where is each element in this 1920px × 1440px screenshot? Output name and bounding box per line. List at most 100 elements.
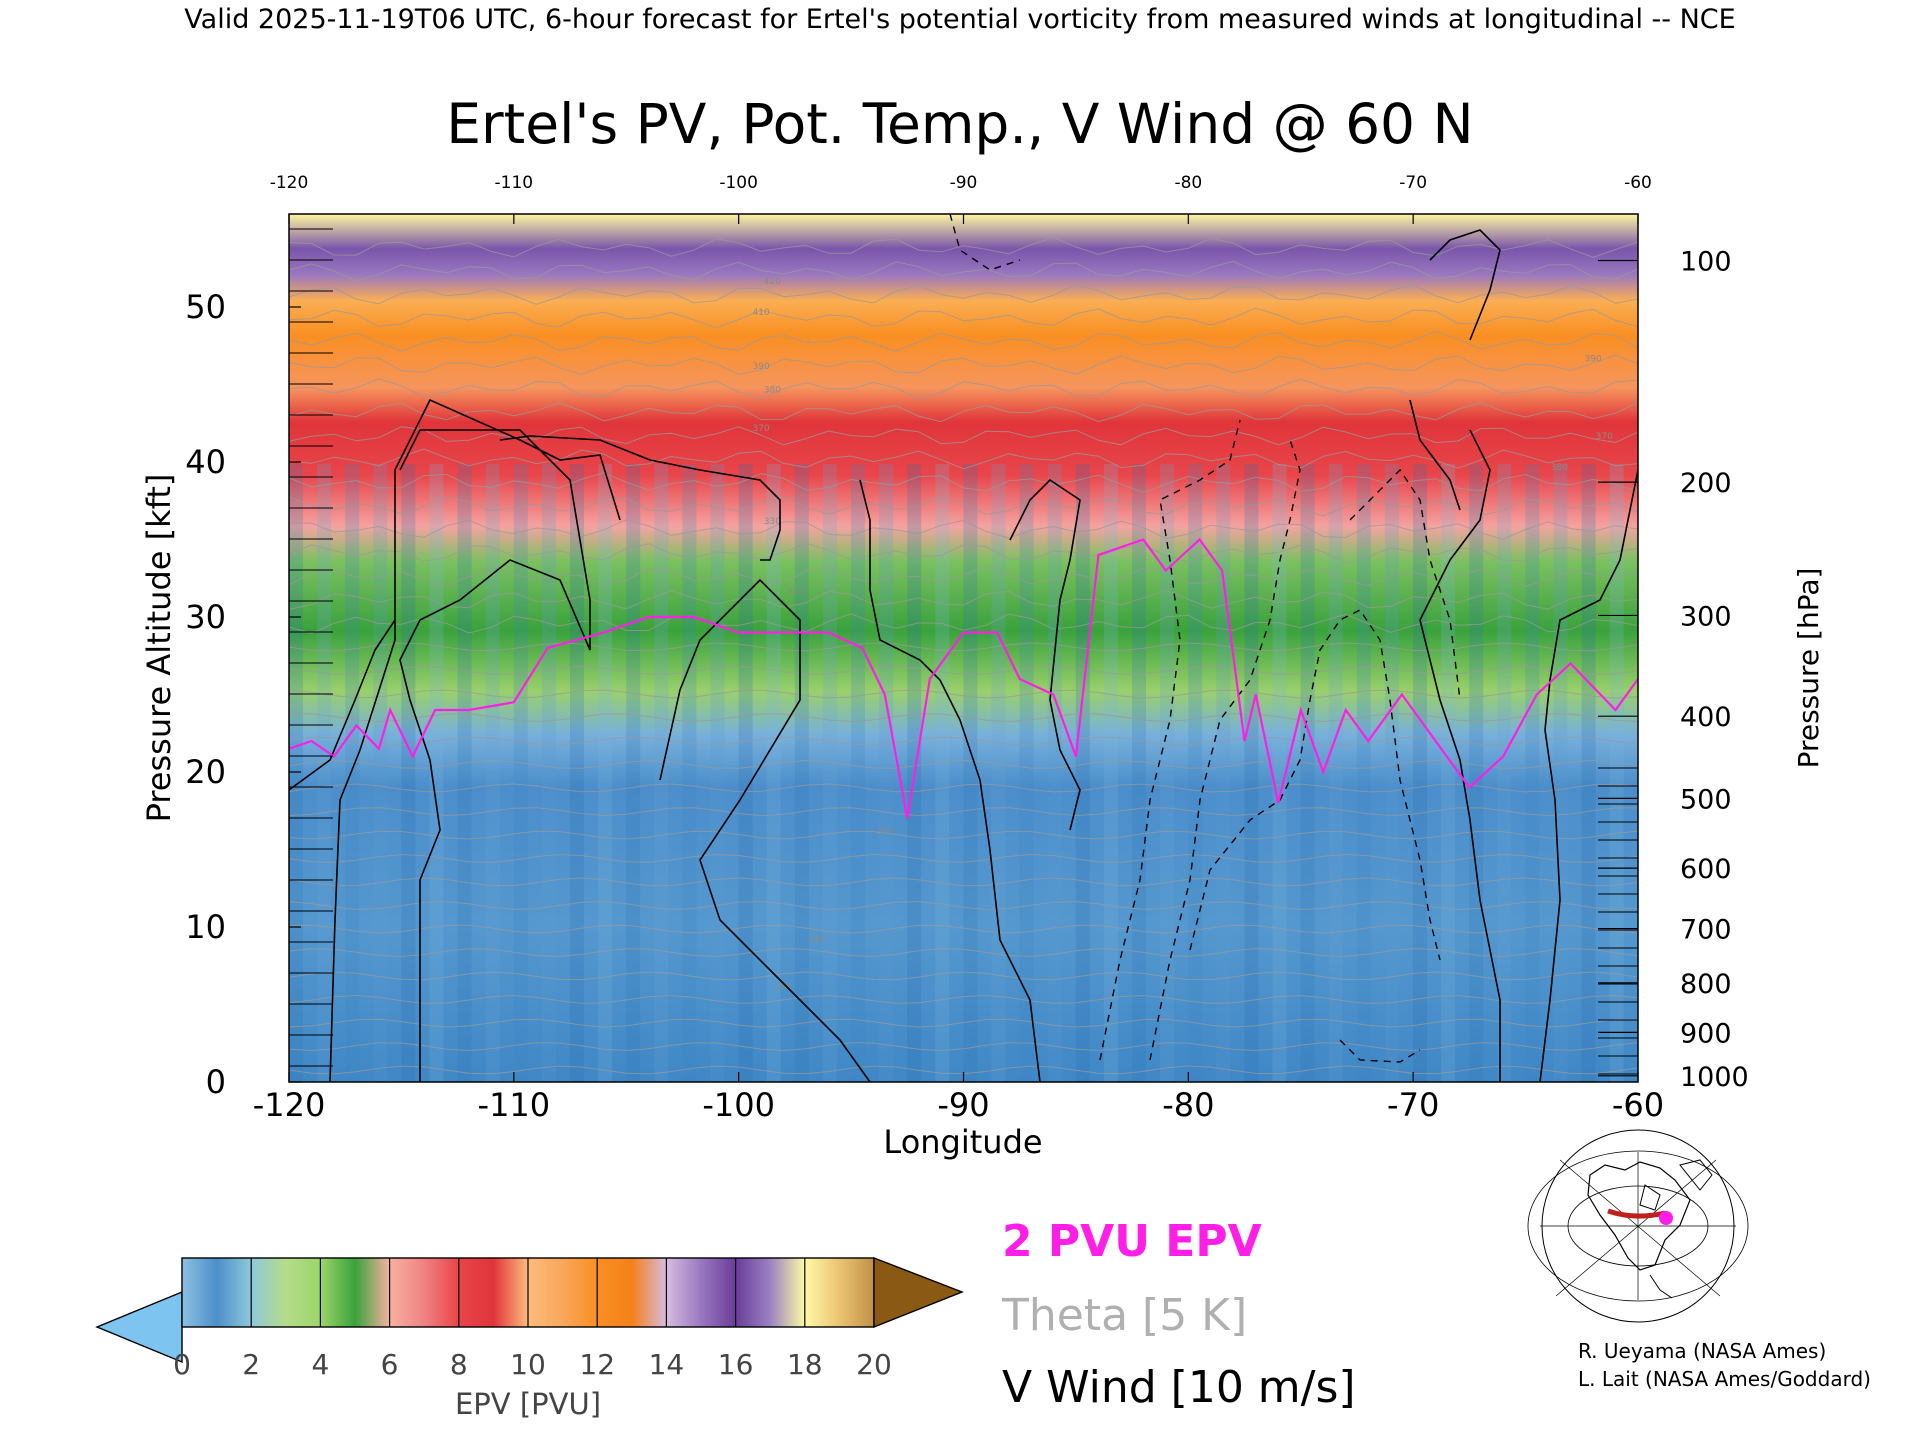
pv-streak [1384, 464, 1399, 1082]
v-wind-contour-dashed [1339, 1039, 1421, 1063]
theta-contour-line [289, 589, 1638, 610]
pv-streak [991, 464, 1006, 1082]
theta-contour-line [289, 1042, 1638, 1052]
pv-streak [401, 464, 416, 1082]
legend-vwind: V Wind [10 m/s] [1002, 1362, 1356, 1413]
pv-streak [598, 464, 613, 1082]
v-wind-contour-solid [1539, 469, 1638, 1082]
top-tick-label: -110 [495, 173, 534, 193]
theta-contour-label: 410 [753, 308, 770, 318]
map-coastline [1679, 1159, 1713, 1191]
pv-streak [1244, 464, 1259, 1082]
x-tick-label: -70 [1387, 1086, 1439, 1124]
map-coastline [1649, 1274, 1673, 1299]
pressure-tick-label: 300 [1680, 601, 1732, 632]
map-meridian [1559, 1159, 1721, 1297]
pv-streak [457, 464, 472, 1082]
x-tick-label: -120 [253, 1086, 326, 1124]
colorbar-tick-label: 2 [242, 1348, 260, 1381]
credit-line-2: L. Lait (NASA Ames/Goddard) [1578, 1367, 1871, 1391]
colorbar-tick-label: 8 [450, 1348, 468, 1381]
theta-contour-label: 330 [764, 517, 781, 527]
y-tick-label: 30 [185, 598, 226, 636]
x-axis-label: Longitude [883, 1123, 1042, 1161]
v-wind-contour-dashed [949, 214, 1021, 271]
pressure-tick-label: 700 [1680, 915, 1732, 946]
pv-streak [682, 464, 697, 1082]
colorbar-tick-label: 20 [856, 1348, 892, 1381]
x-tick-label: -80 [1162, 1086, 1214, 1124]
x-tick-label: -110 [478, 1086, 551, 1124]
y-axis-label: Pressure Altitude [kft] [140, 474, 178, 823]
v-wind-contour-solid [399, 429, 591, 1082]
v-wind-contour-solid [289, 619, 396, 791]
location-map [1527, 1129, 1749, 1323]
pressure-tick-label: 900 [1680, 1018, 1732, 1049]
top-tick-label: -80 [1174, 173, 1202, 193]
theta-contour-line [289, 495, 1638, 517]
pressure-tick-label: 400 [1680, 702, 1732, 733]
theta-contour-line [289, 807, 1638, 817]
pv-streak [1469, 464, 1484, 1082]
v-wind-contour-solid [499, 435, 781, 561]
theta-contour-line [289, 853, 1638, 863]
top-tick-label: -90 [950, 173, 978, 193]
pressure-tick-label: 600 [1680, 854, 1732, 885]
v-wind-contour-solid [1429, 229, 1501, 341]
pv-streak [1356, 464, 1371, 1082]
colorbar: 0 2 4 6 8 10 12 14 16 18 20 EPV [PVU] [95, 1256, 964, 1421]
map-location-dot [1659, 1211, 1673, 1225]
map-latitude-circle [1527, 1150, 1749, 1302]
v-wind-contour-solid [1419, 429, 1501, 1082]
y-tick-label: 40 [185, 443, 226, 481]
v-wind-contour-dashed [1349, 468, 1461, 701]
legend-theta: Theta [5 K] [1001, 1290, 1247, 1341]
theta-contour-line [289, 448, 1638, 470]
v-wind-contour-solid [659, 578, 871, 1082]
colorbar-under-triangle [95, 1290, 183, 1364]
theta-contour-line [289, 783, 1638, 793]
y-tick-label: 20 [185, 753, 226, 791]
pv-streak [317, 464, 332, 1082]
pv-streak [1103, 464, 1118, 1082]
pressure-tick-label: 200 [1680, 468, 1732, 499]
y-tick-label: 50 [185, 288, 226, 326]
pv-streak [373, 464, 388, 1082]
theta-contour-line [289, 566, 1638, 587]
pv-streak [570, 464, 584, 1082]
pv-streak [485, 464, 500, 1082]
theta-contour-label: 390 [753, 362, 770, 372]
colorbar-tick-label: 6 [381, 1348, 399, 1381]
legend: 2 PVU EPV Theta [5 K] V Wind [10 m/s] [1001, 1216, 1356, 1413]
pv-streak [1413, 464, 1427, 1082]
pv-streak [1272, 464, 1287, 1082]
pv-streak [794, 464, 809, 1082]
credit-line-1: R. Ueyama (NASA Ames) [1578, 1339, 1826, 1363]
pv-streak [1609, 464, 1624, 1082]
top-tick-label: -60 [1624, 173, 1652, 193]
pv-streak [935, 464, 950, 1082]
pv-streak [1581, 464, 1596, 1082]
v-wind-contour-solid [1009, 478, 1081, 831]
theta-contour-line [289, 260, 1638, 282]
v-wind-contour-solid [1409, 399, 1461, 511]
v-wind-contour-dashed [1189, 609, 1441, 961]
pv-streak [851, 464, 865, 1082]
colorbar-over-triangle [873, 1256, 964, 1329]
theta-contour-label: 370 [1596, 432, 1613, 442]
pressure-axis: 100 200 300 400 500 600 700 800 900 1000 [1598, 247, 1749, 1093]
theta-contour-line [289, 971, 1638, 981]
top-tick-label: -70 [1399, 173, 1427, 193]
theta-contour-line [289, 354, 1638, 376]
theta-contour-line [289, 830, 1638, 840]
theta-contour-label: 390 [1584, 354, 1601, 364]
colorbar-label: EPV [PVU] [455, 1387, 601, 1421]
map-coastline [1587, 1161, 1691, 1271]
top-tick-label: -100 [719, 173, 758, 193]
theta-contour-label: 280 [775, 982, 792, 992]
theta-contour-line [289, 284, 1638, 305]
x-tick-label: -60 [1612, 1086, 1664, 1124]
pv-streak [710, 464, 725, 1082]
theta-contour-line [289, 759, 1638, 769]
